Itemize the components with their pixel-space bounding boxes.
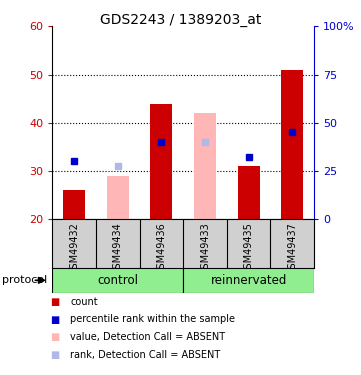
Bar [183,268,314,292]
Bar [63,190,85,219]
Text: ■: ■ [51,315,60,324]
Text: count: count [70,297,98,307]
Bar [107,176,129,219]
Bar [281,70,303,219]
Bar [194,113,216,219]
Text: GSM49433: GSM49433 [200,222,210,274]
Bar [238,166,260,219]
Text: ■: ■ [51,332,60,342]
Text: control: control [97,274,138,287]
Text: GDS2243 / 1389203_at: GDS2243 / 1389203_at [100,13,261,27]
Text: reinnervated: reinnervated [210,274,287,287]
Text: ■: ■ [51,350,60,360]
Text: value, Detection Call = ABSENT: value, Detection Call = ABSENT [70,332,226,342]
Bar [52,268,183,292]
Text: GSM49437: GSM49437 [287,222,297,274]
Text: ■: ■ [51,297,60,307]
Text: GSM49436: GSM49436 [156,222,166,274]
Text: rank, Detection Call = ABSENT: rank, Detection Call = ABSENT [70,350,221,360]
Text: GSM49434: GSM49434 [113,222,123,274]
Text: GSM49435: GSM49435 [244,222,254,274]
Text: GSM49432: GSM49432 [69,222,79,274]
Text: protocol: protocol [2,275,47,285]
Bar [151,104,172,219]
Text: percentile rank within the sample: percentile rank within the sample [70,315,235,324]
